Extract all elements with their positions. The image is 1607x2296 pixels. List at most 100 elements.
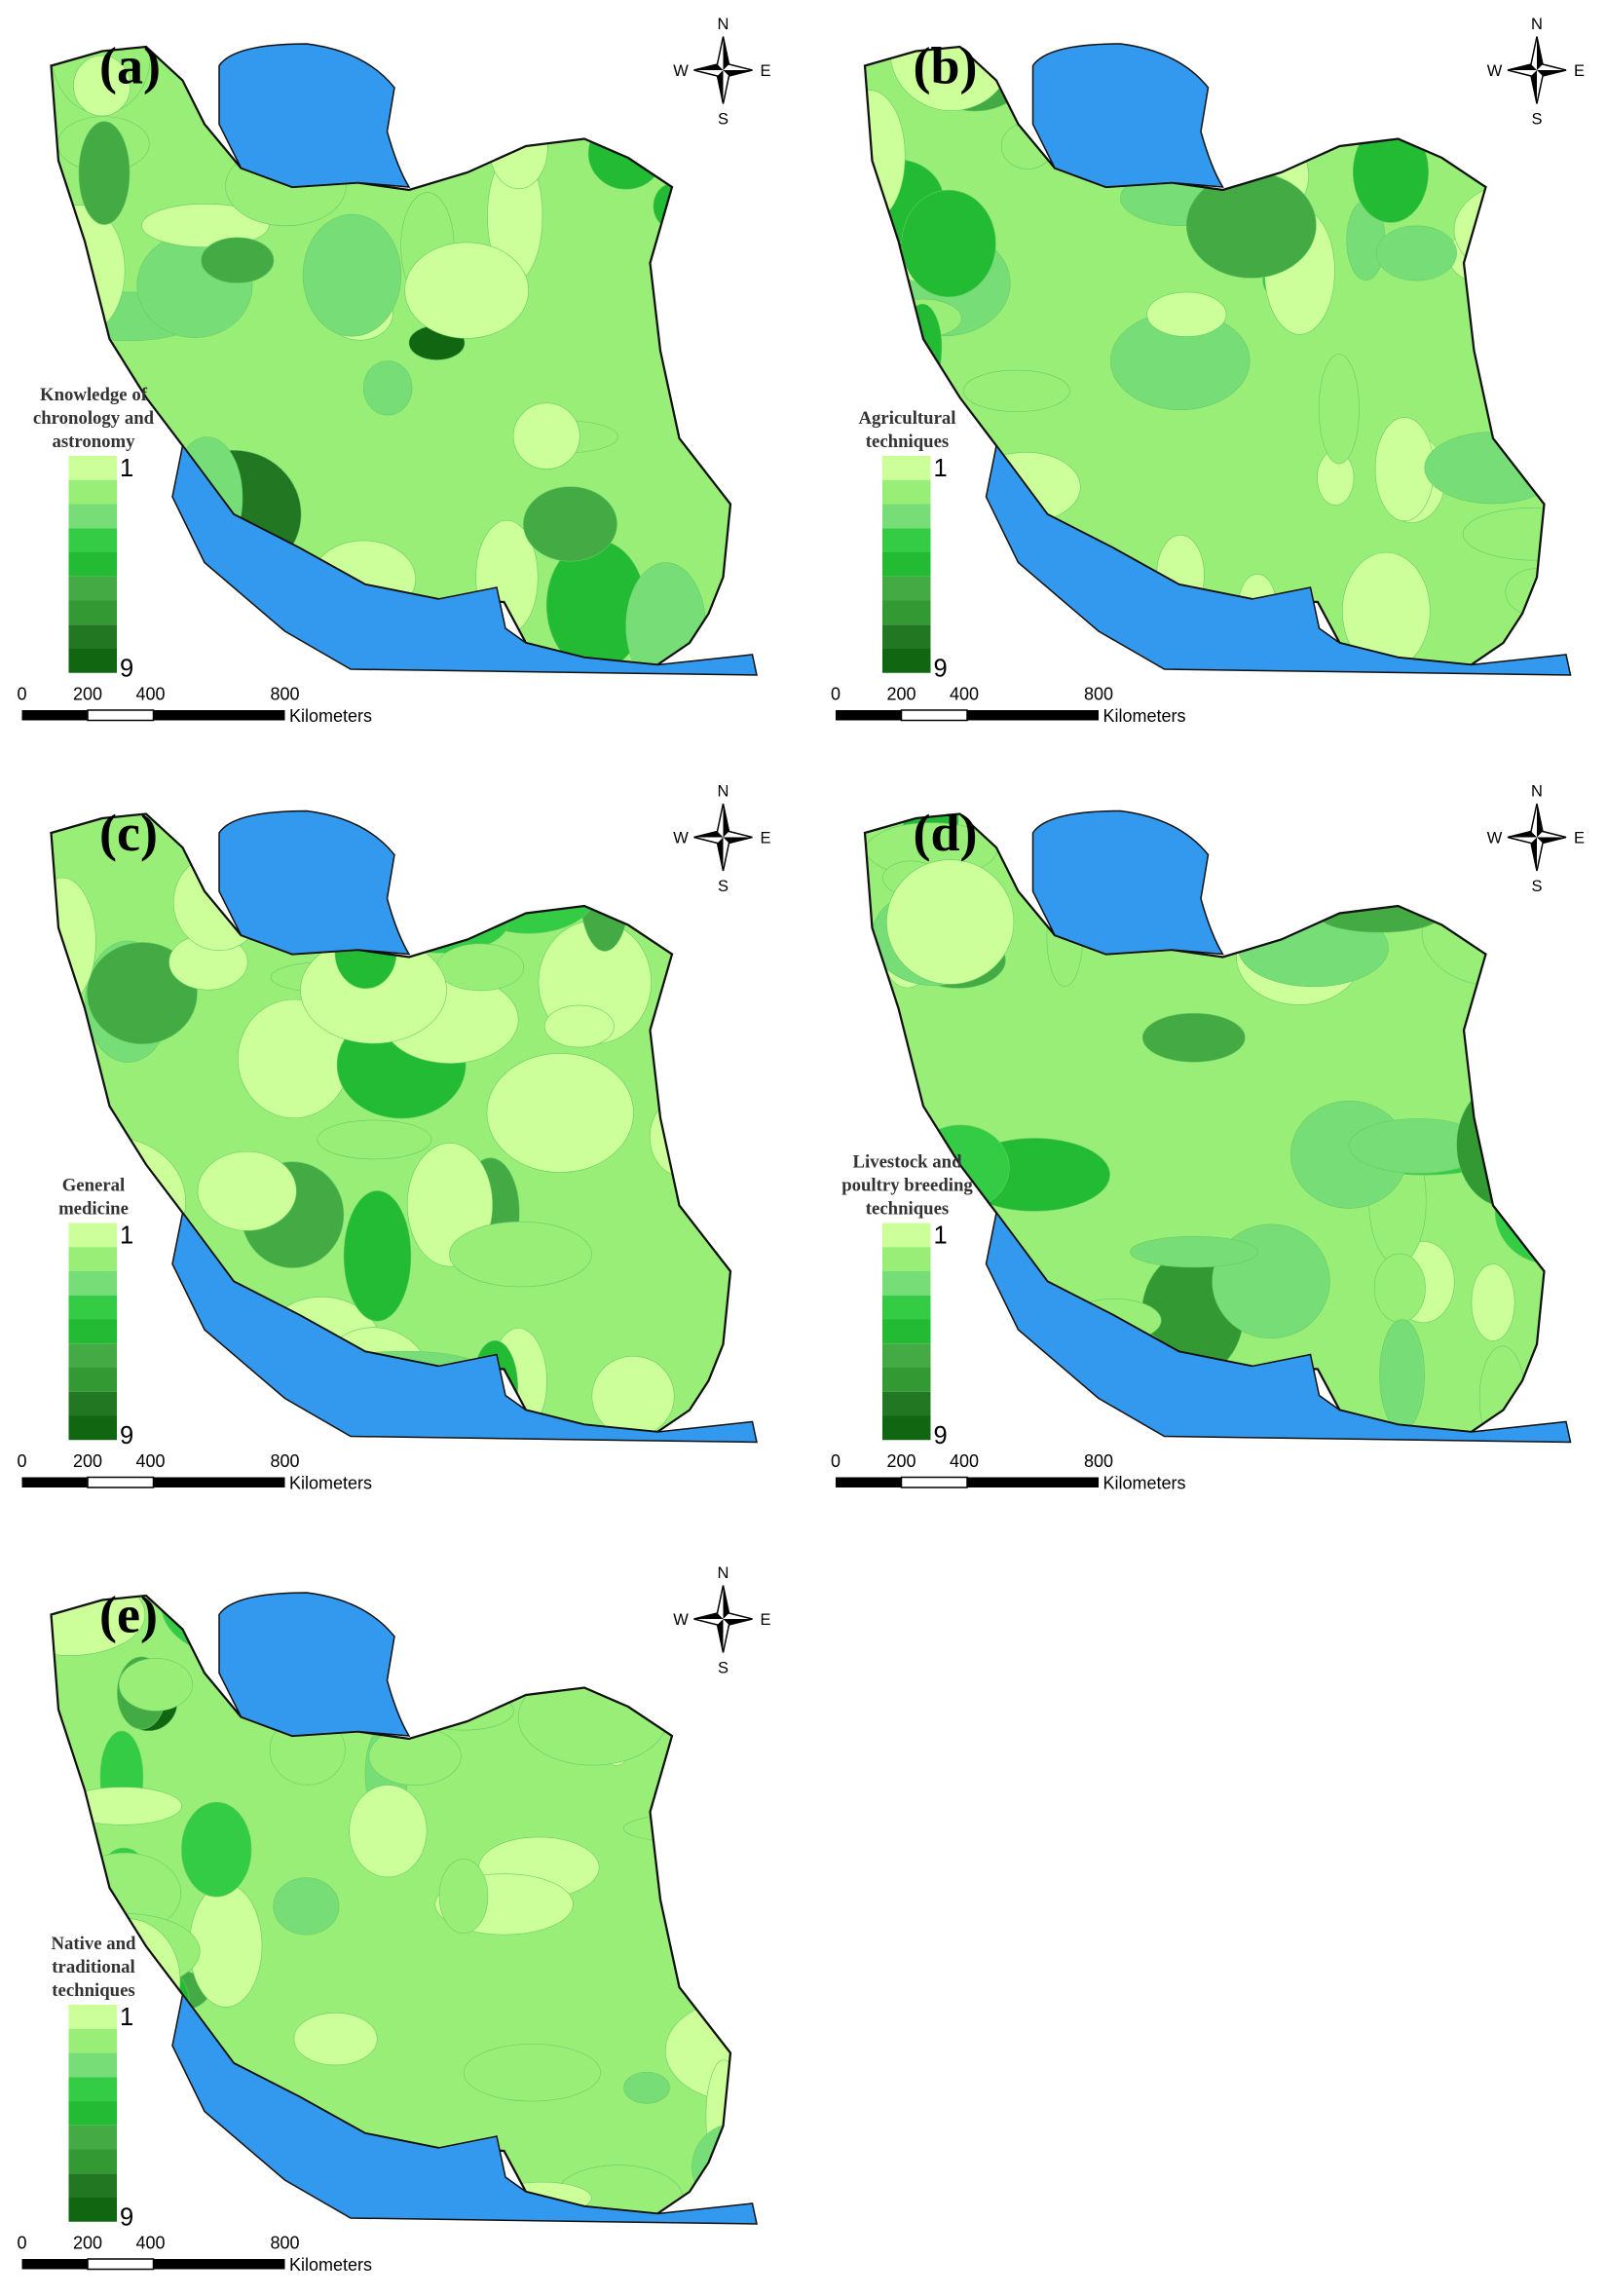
scale-label: 0	[17, 2234, 26, 2253]
legend-swatch	[882, 1319, 931, 1344]
scale-label: 0	[831, 1451, 841, 1471]
legend-swatch	[68, 528, 117, 553]
legend-max: 9	[934, 656, 948, 683]
region	[349, 1785, 428, 1878]
scale-label: 800	[270, 685, 299, 704]
legend-title: medicine	[58, 1199, 129, 1220]
legend-swatch	[882, 600, 931, 625]
legend-swatch	[882, 1295, 931, 1320]
legend-max: 9	[120, 2204, 133, 2232]
region	[591, 1355, 675, 1433]
region	[1434, 813, 1474, 893]
region	[865, 90, 906, 222]
legend-title: Knowledge of	[40, 385, 148, 405]
region	[1379, 1319, 1425, 1432]
legend-swatch	[68, 504, 117, 529]
region	[118, 1658, 193, 1712]
legend-max: 9	[120, 1422, 133, 1449]
persian-gulf	[171, 1992, 758, 2225]
map-panel: (e) Native and traditional techniques 1 9 0 200…	[17, 1564, 770, 2275]
region	[1352, 121, 1429, 223]
scale-unit: Kilometers	[289, 2255, 372, 2275]
scale-bar	[153, 1477, 285, 1488]
panel-label: (b)	[914, 37, 978, 95]
legend-title: astronomy	[52, 432, 135, 452]
compass-e: E	[1574, 62, 1585, 80]
region	[439, 76, 523, 118]
legend-swatch	[68, 2125, 117, 2150]
region	[1462, 507, 1545, 561]
region	[343, 1190, 412, 1322]
legend-swatch	[68, 1295, 117, 1320]
legend-min: 1	[120, 455, 133, 482]
scale-label: 800	[1084, 685, 1113, 704]
region	[317, 1119, 432, 1160]
region	[461, 851, 597, 934]
scale-bar	[153, 710, 285, 721]
legend-swatch	[68, 2028, 117, 2053]
region	[1276, 813, 1416, 842]
scale-bar	[153, 2259, 285, 2270]
legend-swatch	[882, 1271, 931, 1296]
compass-s: S	[1531, 111, 1542, 129]
legend-swatch	[68, 1368, 117, 1392]
map-panel: (a) Knowledge of chronology and astronomy 1 9…	[17, 16, 770, 726]
region	[141, 204, 270, 247]
legend-min: 1	[120, 2004, 133, 2031]
compass-s: S	[1531, 878, 1542, 895]
scale-label: 800	[270, 2234, 299, 2253]
scale-label: 400	[950, 1451, 979, 1471]
region	[571, 1603, 611, 1657]
compass-n: N	[1531, 16, 1543, 33]
region	[886, 859, 1015, 985]
scale-bar	[900, 709, 968, 722]
compass-w: W	[673, 830, 689, 847]
region	[62, 1787, 182, 1826]
legend-swatch	[68, 2052, 117, 2078]
legend-swatch	[882, 1223, 931, 1248]
compass-s: S	[718, 1660, 729, 1677]
caspian-sea	[218, 809, 411, 956]
legend-swatch	[68, 2198, 117, 2222]
region	[1453, 181, 1545, 280]
region	[623, 2071, 670, 2104]
region	[1494, 385, 1545, 450]
region	[486, 1052, 634, 1173]
region	[197, 1150, 297, 1231]
region	[1146, 291, 1227, 337]
region	[903, 303, 943, 392]
legend-swatch	[68, 576, 117, 601]
legend-swatch	[882, 1391, 931, 1416]
panel-label: (c)	[99, 804, 158, 862]
region	[587, 117, 664, 190]
region	[1526, 1035, 1545, 1153]
legend-swatch	[68, 552, 117, 577]
region	[1424, 432, 1545, 505]
legend-title: Livestock and	[853, 1152, 963, 1173]
scale-bar	[900, 1476, 968, 1488]
scale-label: 800	[1084, 1451, 1113, 1471]
scale-label: 400	[135, 1451, 165, 1471]
caspian-sea	[218, 43, 411, 188]
legend-swatch	[68, 2149, 117, 2174]
legend-swatch	[882, 479, 931, 505]
compass-w: W	[1487, 62, 1503, 80]
region	[489, 105, 548, 190]
region	[73, 55, 131, 117]
legend-swatch	[68, 2173, 117, 2199]
region	[865, 977, 898, 1062]
scale-unit: Kilometers	[1103, 706, 1186, 726]
legend-swatch	[882, 1368, 931, 1392]
region	[1347, 55, 1430, 115]
compass-dark	[1508, 36, 1566, 104]
legend-title: techniques	[866, 432, 949, 452]
legend-swatch	[68, 1223, 117, 1248]
caspian-sea	[1031, 43, 1224, 188]
scale-label: 0	[17, 685, 26, 704]
legend-title: General	[62, 1176, 126, 1196]
legend-swatch	[68, 1271, 117, 1296]
scale-unit: Kilometers	[289, 1474, 372, 1493]
persian-gulf	[985, 443, 1572, 676]
region	[404, 1654, 499, 1713]
